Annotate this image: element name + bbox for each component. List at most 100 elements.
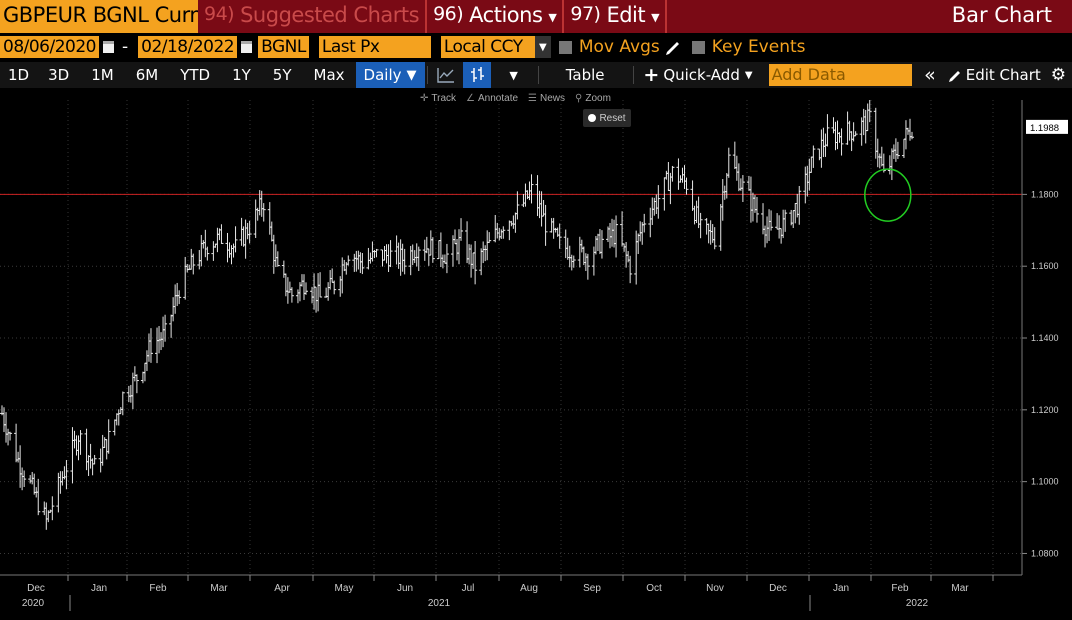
price-bar: [340, 257, 345, 294]
range-1m[interactable]: 1M: [91, 66, 114, 84]
price-bar: [565, 237, 570, 260]
price-bar: [515, 191, 520, 220]
range-max[interactable]: Max: [313, 66, 345, 84]
news-icon: ☰: [528, 92, 538, 104]
start-date-field[interactable]: 08/06/2020: [0, 36, 99, 58]
price-bar: [819, 129, 824, 168]
date-range-separator: -: [121, 37, 129, 57]
price-bar: [551, 217, 556, 239]
price-bar: [253, 199, 258, 239]
price-bar: [74, 435, 79, 456]
y-tick-label: 1.1000: [1031, 477, 1059, 487]
field-selector[interactable]: Last Px: [318, 36, 431, 58]
price-bar: [557, 223, 562, 249]
gear-icon[interactable]: ⚙: [1050, 65, 1067, 85]
price-bar: [412, 250, 417, 264]
price-bar: [481, 241, 486, 264]
end-date-field[interactable]: 02/18/2022: [138, 36, 238, 58]
actions-number: 96): [433, 3, 464, 25]
calendar-icon[interactable]: [241, 41, 253, 53]
price-bars: [0, 100, 914, 530]
pencil-icon[interactable]: [664, 39, 682, 55]
price-bar: [507, 220, 512, 241]
price-bar: [696, 196, 701, 229]
price-bar: [205, 246, 210, 261]
range-1d[interactable]: 1D: [8, 66, 30, 84]
price-bar: [414, 243, 419, 267]
price-bar: [177, 290, 182, 305]
range-1y[interactable]: 1Y: [232, 66, 251, 84]
zoom-tool[interactable]: ⚲ Zoom: [575, 93, 611, 104]
edit-chart-button[interactable]: Edit Chart: [944, 62, 1045, 88]
mov-avgs-toggle[interactable]: Mov Avgs: [558, 37, 682, 57]
x-tick-label: Mar: [951, 583, 969, 594]
price-bar: [648, 207, 653, 238]
price-bar: [261, 203, 266, 222]
price-bar: [400, 243, 405, 272]
price-bar: [563, 229, 568, 259]
checkbox-icon[interactable]: [691, 40, 705, 54]
suggested-charts-button[interactable]: 94) Suggested Charts: [198, 0, 428, 33]
price-bar: [396, 242, 401, 269]
price-bar: [767, 209, 772, 241]
zoom-icon: ⚲: [575, 92, 583, 104]
quick-add-label: Quick-Add: [663, 66, 740, 84]
suggested-charts-number: 94): [204, 3, 235, 25]
price-bar: [650, 197, 655, 225]
news-tool[interactable]: ☰ News: [528, 93, 565, 104]
quick-add-button[interactable]: + Quick-Add ▼: [635, 62, 760, 88]
range-ytd[interactable]: YTD: [180, 66, 211, 84]
price-chart[interactable]: 1.0800 1.1000 1.1200 1.1400 1.1600 1.1800 1.19…: [0, 100, 1072, 620]
key-events-toggle[interactable]: Key Events: [691, 37, 806, 57]
collapse-icon[interactable]: «: [924, 64, 936, 86]
add-data-input[interactable]: Add Data: [768, 64, 913, 86]
price-bar: [628, 255, 633, 284]
reset-button[interactable]: Reset: [583, 109, 631, 127]
checkbox-icon[interactable]: [558, 40, 572, 54]
range-5y[interactable]: 5Y: [272, 66, 292, 84]
price-bar: [436, 240, 441, 260]
price-bar: [608, 222, 613, 249]
annotate-tool[interactable]: ∠ Annotate: [466, 93, 518, 104]
price-bar: [706, 223, 711, 244]
pencil-icon: [948, 71, 960, 82]
range-6m[interactable]: 6M: [135, 66, 159, 84]
actions-menu[interactable]: 96) Actions ▼: [427, 0, 565, 33]
frequency-dropdown[interactable]: Daily ▼: [355, 62, 425, 88]
price-bar: [734, 155, 739, 181]
price-bar: [795, 193, 800, 218]
price-bar: [422, 239, 427, 261]
price-bar: [487, 232, 492, 243]
price-bar: [684, 177, 689, 195]
price-bar: [567, 245, 572, 268]
price-bar: [803, 166, 808, 204]
price-bar: [543, 204, 548, 246]
currency-selector[interactable]: Local CCY: [440, 36, 535, 58]
price-bar: [821, 127, 826, 158]
price-bar: [88, 443, 93, 469]
price-bar: [579, 239, 584, 253]
y-tick-label: 1.1200: [1031, 405, 1059, 415]
price-bar: [227, 242, 232, 258]
table-button[interactable]: Table: [565, 66, 605, 84]
price-bar: [271, 234, 276, 274]
chart-style-dropdown-icon[interactable]: ▼: [509, 68, 518, 82]
price-bar: [797, 185, 802, 225]
price-bar: [754, 196, 759, 223]
price-bar: [116, 409, 121, 426]
range-3d[interactable]: 3D: [48, 66, 70, 84]
bar-chart-icon[interactable]: [463, 62, 492, 88]
calendar-icon[interactable]: [102, 41, 114, 53]
currency-dropdown-icon[interactable]: ▼: [534, 36, 551, 58]
security-field[interactable]: GBPEUR BGNL Curnc: [0, 0, 198, 33]
source-field[interactable]: BGNL: [258, 36, 309, 58]
price-bar: [847, 120, 852, 141]
price-bar: [903, 120, 908, 150]
price-bar: [656, 185, 661, 219]
edit-menu[interactable]: 97) Edit ▼: [564, 0, 668, 33]
price-bar: [682, 165, 687, 189]
annotate-icon: ∠: [466, 92, 475, 104]
line-chart-icon[interactable]: [429, 62, 463, 88]
track-tool[interactable]: ✛ Track: [420, 93, 456, 104]
price-bar: [50, 496, 55, 521]
